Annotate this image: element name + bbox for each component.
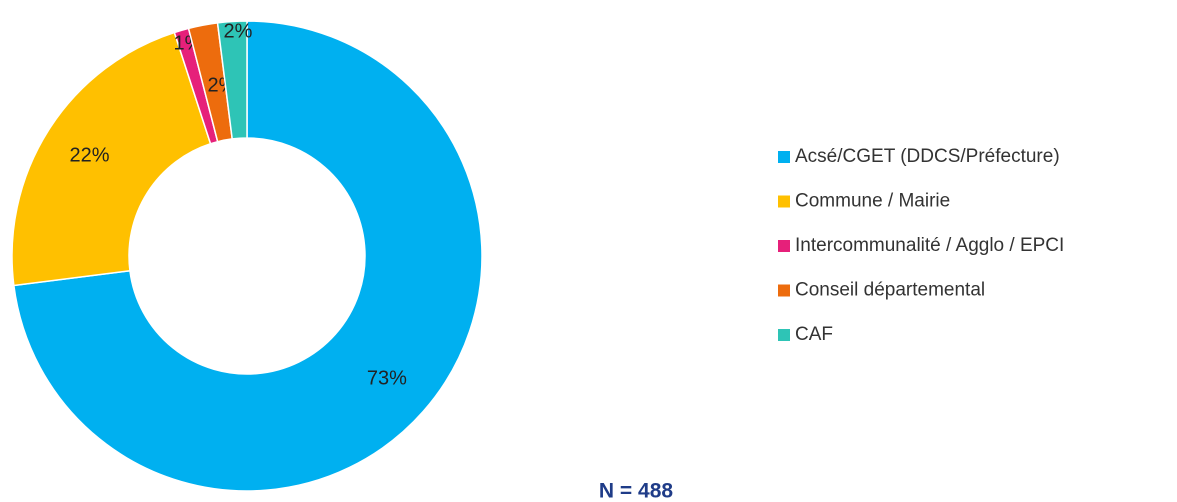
legend-label: Acsé/CGET (DDCS/Préfecture) bbox=[795, 146, 1060, 167]
data-label: 2% bbox=[224, 20, 253, 42]
data-label: 73% bbox=[367, 368, 407, 390]
data-label: 22% bbox=[70, 144, 110, 166]
legend-label: Commune / Mairie bbox=[795, 191, 950, 212]
legend-swatch bbox=[778, 240, 790, 252]
donut-slice bbox=[216, 20, 248, 140]
legend-label: Conseil départemental bbox=[795, 280, 985, 301]
donut-slice bbox=[13, 20, 483, 492]
legend-label: Intercommunalité / Agglo / EPCI bbox=[795, 235, 1064, 256]
legend-swatch bbox=[778, 329, 790, 341]
donut-slice bbox=[11, 31, 212, 287]
legend-label: CAF bbox=[795, 324, 833, 345]
legend-swatch bbox=[778, 151, 790, 163]
annotation: N = 488 bbox=[599, 480, 673, 502]
legend-swatch bbox=[778, 284, 790, 297]
legend-swatch bbox=[778, 195, 790, 208]
